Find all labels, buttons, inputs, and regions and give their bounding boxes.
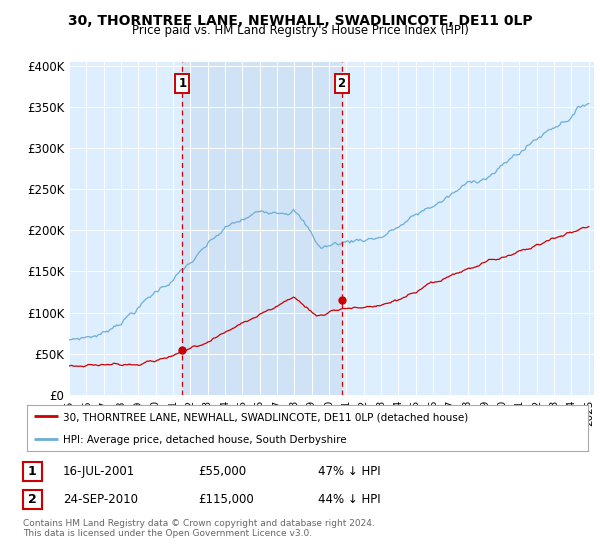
Bar xyxy=(182,62,341,395)
Text: HPI: Average price, detached house, South Derbyshire: HPI: Average price, detached house, Sout… xyxy=(64,435,347,445)
Text: 2: 2 xyxy=(337,77,346,90)
Text: £55,000: £55,000 xyxy=(198,465,246,478)
Text: 2: 2 xyxy=(28,493,37,506)
Text: £115,000: £115,000 xyxy=(198,493,254,506)
Text: Contains HM Land Registry data © Crown copyright and database right 2024.: Contains HM Land Registry data © Crown c… xyxy=(23,519,374,528)
Text: 1: 1 xyxy=(178,77,187,90)
Text: 30, THORNTREE LANE, NEWHALL, SWADLINCOTE, DE11 0LP (detached house): 30, THORNTREE LANE, NEWHALL, SWADLINCOTE… xyxy=(64,412,469,422)
Text: 30, THORNTREE LANE, NEWHALL, SWADLINCOTE, DE11 0LP: 30, THORNTREE LANE, NEWHALL, SWADLINCOTE… xyxy=(68,14,532,28)
Text: 47% ↓ HPI: 47% ↓ HPI xyxy=(318,465,380,478)
Text: 24-SEP-2010: 24-SEP-2010 xyxy=(63,493,138,506)
Text: This data is licensed under the Open Government Licence v3.0.: This data is licensed under the Open Gov… xyxy=(23,529,312,538)
Text: 44% ↓ HPI: 44% ↓ HPI xyxy=(318,493,380,506)
Text: 16-JUL-2001: 16-JUL-2001 xyxy=(63,465,135,478)
Text: Price paid vs. HM Land Registry's House Price Index (HPI): Price paid vs. HM Land Registry's House … xyxy=(131,24,469,37)
Text: 1: 1 xyxy=(28,465,37,478)
